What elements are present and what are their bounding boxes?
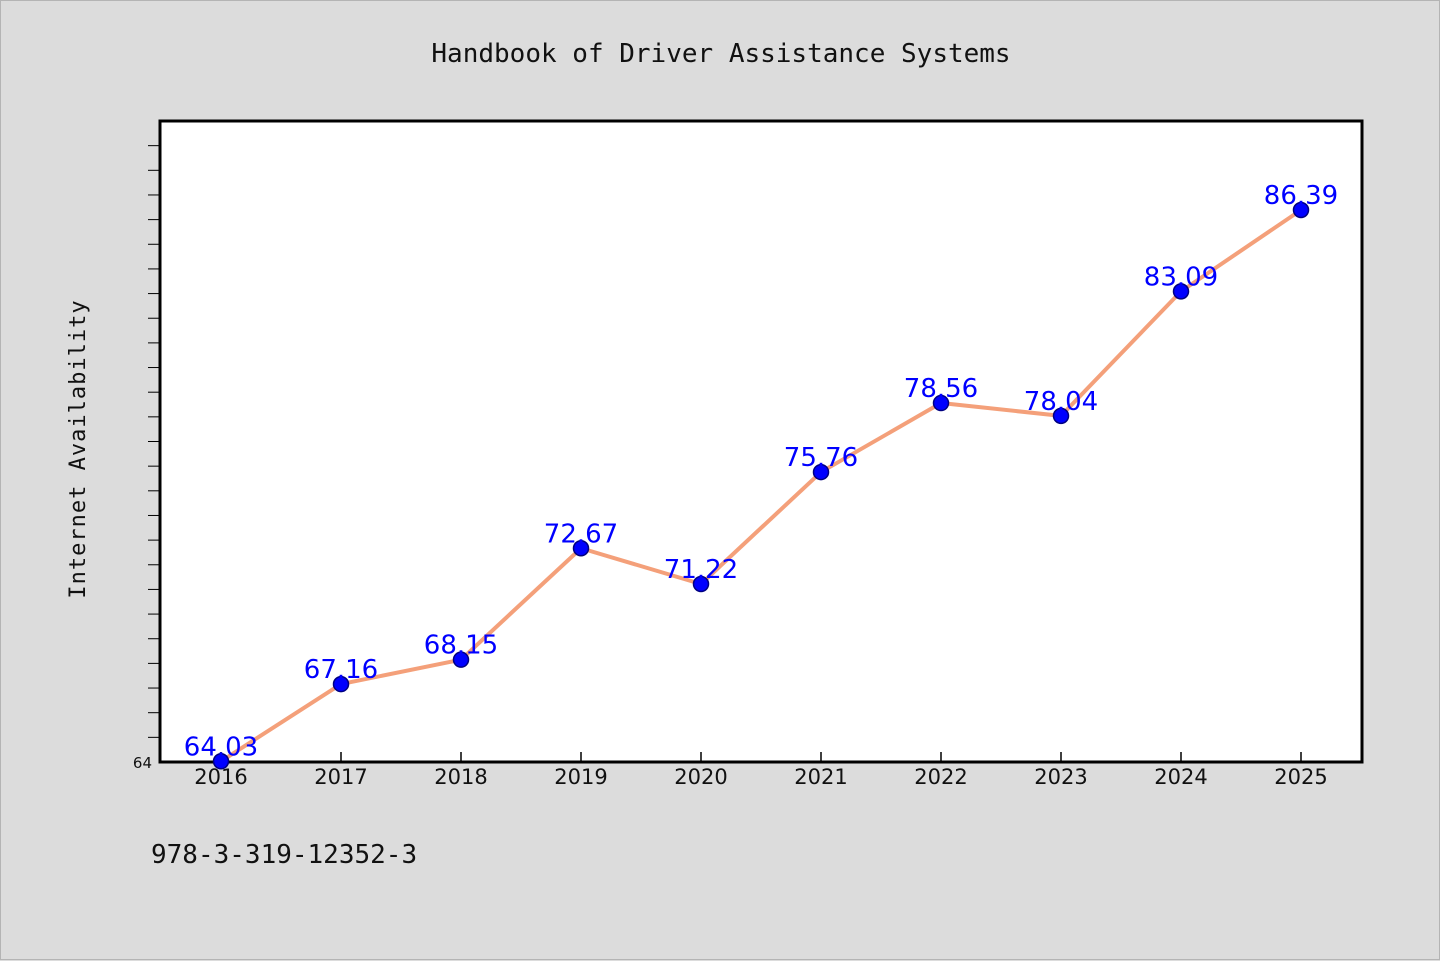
data-label: 75.76 — [784, 443, 858, 473]
data-point-marker — [1292, 201, 1310, 219]
data-label: 67.16 — [304, 655, 378, 685]
x-tick-label: 2017 — [314, 765, 367, 789]
data-label: 68.15 — [424, 631, 498, 661]
data-point-marker — [812, 463, 830, 481]
series-line — [219, 208, 1303, 764]
y-axis-ticks: 64 — [133, 145, 160, 772]
data-point-marker — [932, 394, 950, 412]
data-point-marker — [692, 575, 710, 593]
chart-title: Handbook of Driver Assistance Systems — [431, 39, 1010, 69]
x-tick-label: 2019 — [554, 765, 607, 789]
data-markers — [212, 201, 1310, 770]
x-tick-label: 2021 — [794, 765, 847, 789]
x-tick-label: 2023 — [1034, 765, 1087, 789]
series-line-group — [219, 208, 1303, 764]
data-label: 83.09 — [1144, 262, 1218, 292]
data-labels: 64.03 67.16 68.15 72.67 71.22 75.76 78.56 78.04… — [184, 181, 1338, 762]
y-tick-label: 64 — [133, 754, 152, 772]
y-axis-label: Internet Availability — [66, 299, 91, 598]
data-point-marker — [572, 540, 590, 557]
data-label: 72.67 — [544, 519, 618, 549]
data-label: 71.22 — [664, 555, 738, 585]
data-label: 78.56 — [904, 374, 978, 404]
data-point-marker — [1052, 407, 1070, 425]
x-tick-label: 2025 — [1274, 765, 1327, 789]
data-point-marker — [452, 651, 470, 668]
x-tick-label: 2018 — [434, 765, 487, 789]
isbn-footer: 978-3-319-12352-3 — [151, 840, 417, 870]
x-tick-label: 2024 — [1154, 765, 1207, 789]
x-axis-ticks: 2016 2017 2018 2019 2020 2021 2022 2023 2024 2025 — [194, 752, 1328, 789]
plot-area — [158, 119, 1364, 764]
data-label: 64.03 — [184, 732, 258, 762]
data-label: 78.04 — [1024, 387, 1098, 417]
data-point-marker — [332, 675, 350, 693]
data-point-marker — [212, 753, 230, 770]
data-label: 86.39 — [1264, 181, 1338, 211]
data-point-marker — [1172, 283, 1190, 300]
x-tick-label: 2022 — [914, 765, 967, 789]
x-tick-label: 2020 — [674, 765, 727, 789]
